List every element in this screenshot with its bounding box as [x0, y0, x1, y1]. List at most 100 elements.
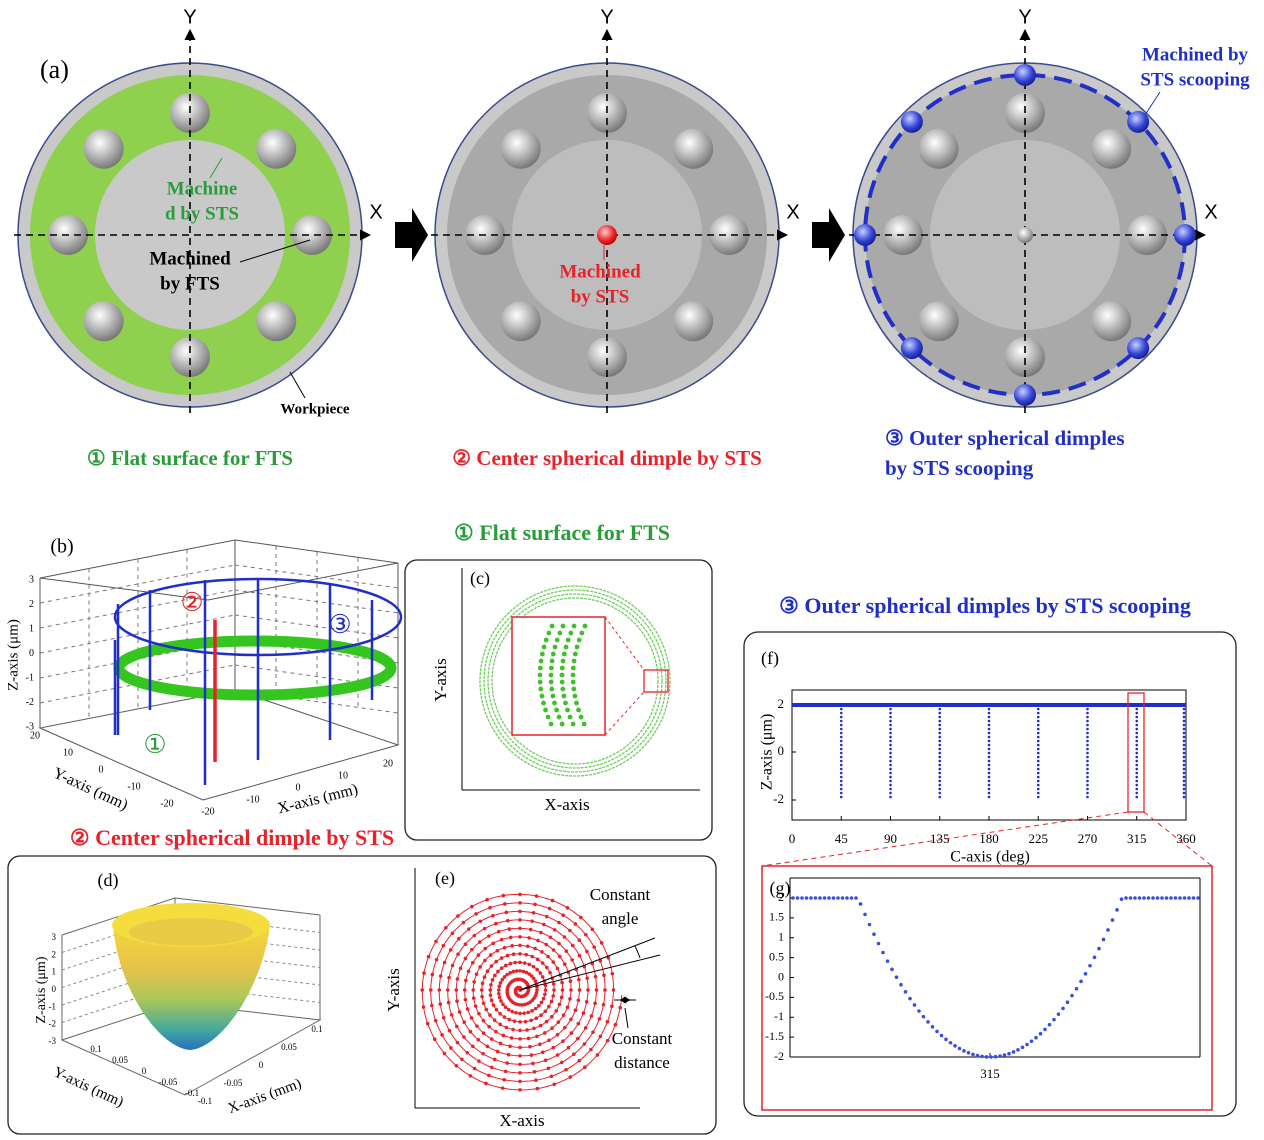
- spiral-dot: [429, 988, 433, 992]
- spiral-dot: [550, 1026, 554, 1030]
- spiral-dot: [514, 1011, 518, 1015]
- spiral-dot: [548, 907, 552, 911]
- tick-label: 1: [29, 623, 34, 634]
- profile-dot: [1129, 896, 1133, 900]
- toolpath-dot: [568, 631, 573, 636]
- spiral-dot: [437, 988, 441, 992]
- tick-label: 20: [30, 730, 40, 741]
- tick-label: 0: [778, 743, 785, 758]
- spiral-dot: [523, 961, 527, 965]
- spiral-dot: [568, 1075, 572, 1079]
- spiral-dot: [526, 944, 530, 948]
- scoop-dot: [1183, 796, 1186, 799]
- label: Machine: [167, 178, 238, 199]
- scoop-dot: [1086, 740, 1089, 743]
- scoop-dot: [889, 732, 892, 735]
- toolpath-dot: [560, 687, 565, 692]
- scoop-dot: [840, 728, 843, 731]
- profile-dot: [1007, 1052, 1011, 1056]
- spiral-dot: [456, 977, 460, 981]
- profile-dot: [796, 896, 800, 900]
- ring-fts: [119, 641, 391, 695]
- scoop-dot: [840, 748, 843, 751]
- scoop-dot: [1037, 772, 1040, 775]
- spiral-dot: [511, 1028, 515, 1032]
- scoop-dot: [889, 708, 892, 711]
- spiral-path: [422, 894, 622, 1090]
- spiral-dot: [525, 971, 529, 975]
- scoop-dot: [1135, 752, 1138, 755]
- spiral-dot: [456, 914, 460, 918]
- caption: ① Flat surface for FTS: [87, 446, 293, 470]
- spiral-dot: [530, 1053, 534, 1057]
- scoop-dot: [1037, 712, 1040, 715]
- profile-dot: [805, 896, 809, 900]
- spiral-dot: [422, 971, 426, 975]
- scoop-dot: [938, 716, 941, 719]
- axis-title: Z-axis (μm): [5, 619, 21, 691]
- spiral-dot: [507, 1008, 511, 1012]
- scoop-dot: [889, 788, 892, 791]
- spiral-dot: [524, 953, 528, 957]
- profile-dot: [1160, 896, 1164, 900]
- profile-dot: [1111, 918, 1115, 922]
- spiral-dot: [473, 934, 477, 938]
- profile-dot: [1183, 896, 1187, 900]
- spiral-dot: [484, 1082, 488, 1086]
- spiral-dot: [558, 1003, 562, 1007]
- scoop-dot: [938, 728, 941, 731]
- scoop-dot: [1183, 760, 1186, 763]
- scoop-dot: [840, 784, 843, 787]
- profile-dot: [953, 1044, 957, 1048]
- section-heading: ③ Outer spherical dimples by STS scoopin…: [779, 593, 1191, 618]
- scoop-dot: [1086, 772, 1089, 775]
- scoop-dot: [1086, 732, 1089, 735]
- scoop-dot: [840, 768, 843, 771]
- spiral-dot: [478, 965, 482, 969]
- profile-dot: [949, 1041, 953, 1045]
- spiral-dot: [480, 988, 484, 992]
- scoop-dot: [840, 788, 843, 791]
- scoop-dot: [1183, 712, 1186, 715]
- tick-label: 270: [1078, 831, 1098, 846]
- scoop-dot: [1135, 776, 1138, 779]
- outer-dimple: [1174, 224, 1196, 246]
- dimple: [501, 301, 541, 341]
- scoop-dot: [1086, 784, 1089, 787]
- spiral-dot: [496, 970, 500, 974]
- spiral-dot: [569, 988, 573, 992]
- scoop-dot: [988, 724, 991, 727]
- profile-dot: [944, 1038, 948, 1042]
- label: Workpiece: [280, 401, 349, 417]
- profile-dot: [913, 1003, 917, 1007]
- toolpath-dot: [562, 694, 567, 699]
- spiral-dot: [474, 1004, 478, 1008]
- spiral-dot: [594, 975, 598, 979]
- spiral-dot: [471, 961, 475, 965]
- profile-dot: [998, 1054, 1002, 1058]
- scoop-dot: [840, 776, 843, 779]
- spiral-dot: [501, 1002, 505, 1006]
- profile-dot: [791, 896, 795, 900]
- spiral-dot: [563, 962, 567, 966]
- tick-label: 0: [296, 782, 301, 793]
- spiral-dot: [496, 949, 500, 953]
- toolpath-dot: [560, 722, 565, 727]
- spiral-dot: [473, 1067, 477, 1071]
- scoop-dot: [1037, 796, 1040, 799]
- scoop-dot: [1037, 740, 1040, 743]
- scoop-dot: [1135, 780, 1138, 783]
- scoop-dot: [938, 752, 941, 755]
- profile-dot: [868, 923, 872, 927]
- profile-dot: [976, 1054, 980, 1058]
- spiral-dot: [490, 1037, 494, 1041]
- tick-label: -2: [49, 1019, 57, 1029]
- toolpath-dot: [560, 680, 565, 685]
- scoop-dot: [1037, 744, 1040, 747]
- spiral-dot: [474, 912, 478, 916]
- spiral-dot: [543, 993, 547, 997]
- profile-dot: [926, 1020, 930, 1024]
- spiral-dot: [567, 1046, 571, 1050]
- tick-label: 10: [338, 770, 348, 781]
- profile-dot: [908, 997, 912, 1001]
